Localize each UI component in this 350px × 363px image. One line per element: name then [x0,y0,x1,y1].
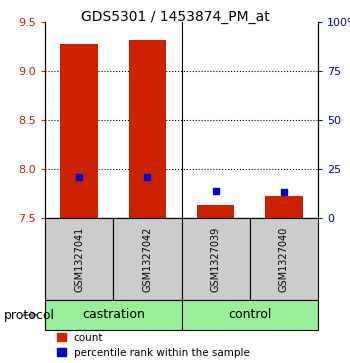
Text: GSM1327042: GSM1327042 [142,226,152,292]
Text: control: control [228,309,272,322]
Bar [128,40,166,218]
Text: GDS5301 / 1453874_PM_at: GDS5301 / 1453874_PM_at [80,10,270,24]
Bar [265,196,303,218]
Bar [45,300,182,330]
Bar [182,300,318,330]
Text: GSM1327039: GSM1327039 [211,227,220,291]
Bar [250,218,318,300]
Text: GSM1327040: GSM1327040 [279,227,289,291]
Text: castration: castration [82,309,145,322]
Text: protocol: protocol [4,309,55,322]
Bar [113,218,182,300]
Text: GSM1327041: GSM1327041 [74,227,84,291]
Bar [45,218,113,300]
Bar [182,218,250,300]
Bar [197,205,234,218]
Legend: count, percentile rank within the sample: count, percentile rank within the sample [57,333,250,358]
Bar [60,44,98,218]
